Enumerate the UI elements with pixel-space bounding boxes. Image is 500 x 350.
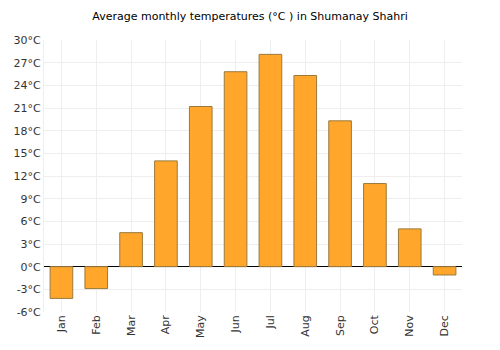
svg-text:15°C: 15°C <box>14 147 41 160</box>
svg-text:-6°C: -6°C <box>17 306 41 319</box>
svg-text:Dec: Dec <box>438 315 451 336</box>
svg-text:27°C: 27°C <box>14 57 41 70</box>
svg-text:Nov: Nov <box>403 315 416 337</box>
svg-text:24°C: 24°C <box>14 79 41 92</box>
svg-text:Average monthly temperatures (: Average monthly temperatures (°C ) in Sh… <box>92 10 407 23</box>
svg-text:6°C: 6°C <box>21 215 41 228</box>
svg-text:Aug: Aug <box>299 315 312 336</box>
svg-text:Jun: Jun <box>229 315 242 333</box>
svg-text:Jul: Jul <box>264 315 277 329</box>
svg-text:0°C: 0°C <box>21 261 41 274</box>
svg-text:-3°C: -3°C <box>17 283 41 296</box>
svg-text:30°C: 30°C <box>14 34 41 47</box>
svg-text:Feb: Feb <box>90 315 103 334</box>
svg-text:Apr: Apr <box>159 315 172 335</box>
svg-text:May: May <box>194 315 207 338</box>
svg-text:3°C: 3°C <box>21 238 41 251</box>
svg-text:12°C: 12°C <box>14 170 41 183</box>
svg-text:9°C: 9°C <box>21 193 41 206</box>
svg-text:Oct: Oct <box>368 315 381 335</box>
svg-text:18°C: 18°C <box>14 125 41 138</box>
svg-text:21°C: 21°C <box>14 102 41 115</box>
svg-text:Sep: Sep <box>334 315 347 336</box>
svg-text:Mar: Mar <box>125 315 138 336</box>
svg-text:Jan: Jan <box>55 315 68 333</box>
